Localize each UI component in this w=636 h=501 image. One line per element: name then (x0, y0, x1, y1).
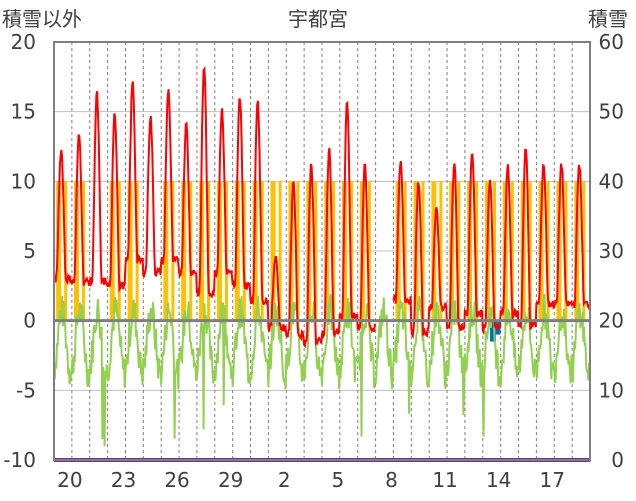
y-right-tick-label: 0 (611, 448, 624, 472)
x-tick-label: 8 (385, 468, 398, 492)
y-right-tick-label: 50 (599, 100, 624, 124)
orange-bar (528, 181, 532, 321)
orange-bar (163, 181, 169, 321)
x-tick-label: 17 (540, 468, 565, 492)
orange-bar (109, 181, 115, 321)
orange-bar (367, 181, 371, 321)
orange-bar (492, 181, 496, 321)
green-series-line (53, 293, 591, 447)
x-tick-label: 2 (278, 468, 291, 492)
orange-bar (234, 181, 240, 321)
y-left-tick-label: -10 (3, 448, 36, 472)
orange-bar (421, 181, 425, 321)
orange-bar (199, 181, 205, 321)
orange-bar (475, 181, 479, 321)
y-right-tick-label: 20 (599, 309, 624, 333)
x-tick-label: 23 (111, 468, 136, 492)
x-tick-label: 14 (486, 468, 511, 492)
orange-bar (181, 181, 187, 321)
y-right-tick-label: 30 (599, 239, 624, 263)
orange-bar (350, 181, 354, 321)
orange-bar (216, 181, 222, 321)
right-axis-label: 積雪 (588, 7, 628, 31)
orange-bar (314, 181, 318, 321)
orange-bar (510, 181, 514, 321)
red-series-line (53, 66, 591, 349)
orange-bar (457, 181, 461, 321)
orange-bar (296, 181, 300, 321)
x-tick-label: 26 (164, 468, 189, 492)
orange-bar (74, 181, 80, 321)
y-left-tick-label: 5 (23, 239, 36, 263)
axes (53, 41, 591, 461)
y-right-tick-label: 40 (599, 169, 624, 193)
orange-bar (270, 181, 276, 321)
y-left-tick-label: 15 (11, 100, 36, 124)
orange-bar (564, 181, 568, 321)
y-right-tick-label: 10 (599, 378, 624, 402)
orange-bar (332, 181, 336, 321)
plot-frame (53, 41, 591, 461)
orange-bar (278, 181, 282, 321)
orange-bar (56, 181, 62, 321)
chart-title: 宇都宮 (288, 7, 348, 31)
orange-bar (403, 181, 407, 321)
y-left-tick-label: 10 (11, 169, 36, 193)
y-right-tick-label: 60 (599, 30, 624, 54)
x-tick-label: 11 (432, 468, 457, 492)
y-left-tick-label: -5 (16, 378, 36, 402)
y-left-tick-label: 20 (11, 30, 36, 54)
x-tick-label: 20 (57, 468, 82, 492)
blue-bar (489, 320, 496, 342)
orange-bar (439, 181, 443, 321)
left-axis-label: 積雪以外 (2, 7, 82, 31)
orange-bar (546, 181, 550, 321)
orange-bar (127, 181, 133, 321)
y-left-tick-label: 0 (23, 309, 36, 333)
x-tick-label: 29 (218, 468, 243, 492)
grid (54, 41, 590, 461)
orange-bar (582, 181, 586, 321)
x-tick-label: 5 (331, 468, 344, 492)
